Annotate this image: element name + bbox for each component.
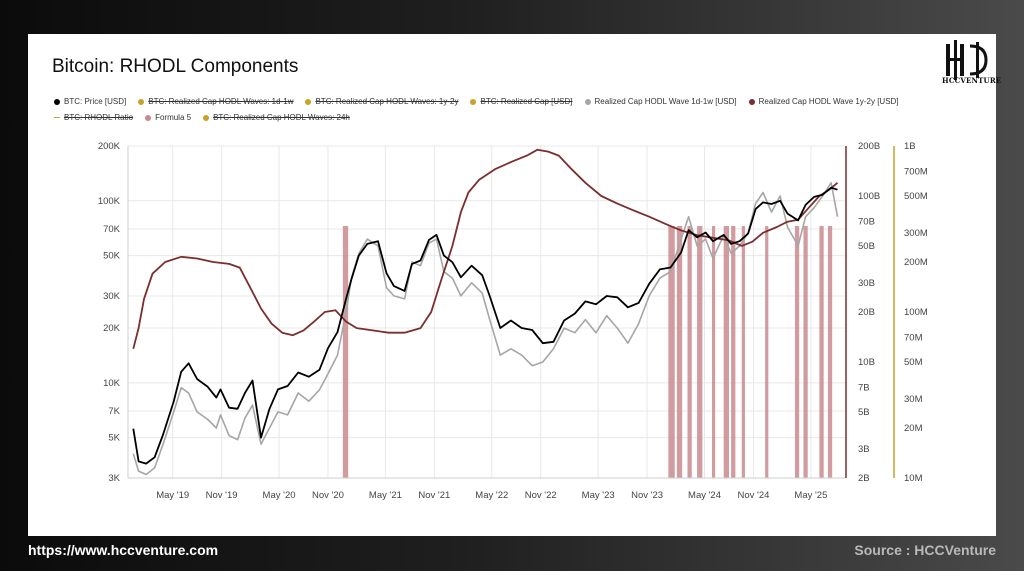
tick-label-right-2: 1B: [904, 141, 916, 152]
legend-item[interactable]: BTC: Realized Cap HODL Waves: 1y-2y: [305, 94, 458, 110]
tick-label-right-1: 3B: [858, 444, 870, 455]
series-line: [132, 186, 838, 465]
signal-band: [711, 226, 716, 478]
tick-label-x: May '25: [794, 490, 827, 501]
footer-url[interactable]: https://www.hccventure.com: [28, 542, 219, 558]
tick-label-right-2: 70M: [904, 333, 923, 344]
tick-label-x: Nov '19: [206, 490, 238, 501]
footer-source: Source : HCCVenture: [854, 542, 996, 558]
tick-label-left: 3K: [108, 473, 120, 484]
tick-label-right-2: 100M: [904, 307, 928, 318]
legend-label: BTC: Realized Cap HODL Waves: 1y-2y: [315, 97, 459, 106]
tick-label-left: 70K: [103, 224, 121, 235]
signal-bands: [342, 226, 833, 478]
tick-label-left: 200K: [98, 141, 121, 152]
tick-label-left: 30K: [103, 291, 121, 302]
signal-band: [687, 226, 692, 478]
signal-band: [765, 226, 769, 478]
legend-marker: [54, 117, 60, 119]
hcc-monogram-icon: [946, 40, 988, 80]
legend-marker: [470, 98, 477, 105]
tick-label-x: May '19: [156, 490, 189, 501]
tick-label-right-1: 70B: [858, 217, 875, 228]
axes: 3K 5K 7K 10K 20K 30K 50K 70K 100K 200K 2B 3B 5B 7B 10B…: [98, 141, 928, 501]
tick-label-x: Nov '24: [737, 490, 769, 501]
tick-label-right-2: 500M: [904, 191, 928, 202]
tick-label-x: May '23: [582, 490, 615, 501]
legend-label: BTC: Realized Cap HODL Waves: 24h: [213, 113, 350, 122]
tick-label-x: Nov '22: [525, 490, 557, 501]
legend-marker: [305, 98, 312, 105]
signal-band: [819, 226, 824, 478]
tick-label-x: May '22: [475, 490, 508, 501]
tick-label-right-2: 200M: [904, 257, 928, 268]
legend-label: Realized Cap HODL Wave 1d-1w [USD]: [594, 97, 737, 106]
legend-item[interactable]: Formula 5: [145, 110, 191, 126]
legend-label: BTC: Price [USD]: [64, 97, 127, 106]
legend-marker: [138, 98, 145, 105]
legend-item[interactable]: BTC: Realized Cap HODL Waves: 1d-1w: [138, 94, 293, 110]
tick-label-x: May '20: [263, 490, 296, 501]
legend-marker: [584, 98, 591, 105]
tick-label-right-1: 5B: [858, 407, 870, 418]
tick-label-left: 100K: [98, 196, 121, 207]
signal-band: [803, 226, 808, 478]
legend-item[interactable]: BTC: RHODL Ratio: [54, 110, 133, 126]
signal-band: [697, 226, 703, 478]
tick-label-x: Nov '23: [631, 490, 663, 501]
tick-label-right-1: 100B: [858, 191, 880, 202]
signal-band: [668, 226, 675, 478]
tick-label-x: Nov '20: [312, 490, 344, 501]
tick-label-right-1: 30B: [858, 278, 875, 289]
series-lines: [132, 148, 839, 476]
tick-label-right-2: 20M: [904, 423, 923, 434]
legend-label: Formula 5: [155, 113, 192, 122]
logo-text: HCCVENTURE: [942, 76, 1002, 85]
signal-band: [676, 226, 683, 478]
tick-label-left: 7K: [108, 406, 120, 417]
legend-item[interactable]: BTC: Realized Cap [USD]: [470, 94, 573, 110]
tick-label-x: May '24: [688, 490, 721, 501]
tick-label-right-2: 10M: [904, 473, 923, 484]
tick-label-right-1: 20B: [858, 307, 875, 318]
legend-item[interactable]: BTC: Price [USD]: [54, 94, 126, 110]
signal-band: [827, 226, 833, 478]
legend-marker: [54, 98, 60, 105]
tick-label-left: 5K: [108, 433, 120, 444]
tick-label-right-1: 10B: [858, 357, 875, 368]
tick-label-right-2: 700M: [904, 167, 928, 178]
tick-label-x: May '21: [369, 490, 402, 501]
legend-label: BTC: Realized Cap HODL Waves: 1d-1w: [148, 97, 294, 106]
chart-card: Bitcoin: RHODL Components HCCVENTURE BTC…: [28, 34, 1001, 536]
legend-marker: [203, 114, 210, 121]
legend-label: BTC: RHODL Ratio: [64, 113, 134, 122]
tick-label-right-1: 200B: [858, 141, 880, 152]
signal-band: [723, 226, 729, 478]
signal-band: [794, 226, 800, 478]
legend-item[interactable]: Realized Cap HODL Wave 1d-1w [USD]: [584, 94, 737, 110]
legend-label: Realized Cap HODL Wave 1y-2y [USD]: [758, 97, 899, 106]
tick-label-right-2: 50M: [904, 357, 923, 368]
chart-legend: BTC: Price [USD] BTC: Realized Cap HODL W…: [54, 94, 974, 126]
signal-band: [741, 226, 745, 478]
chart-plot: 3K 5K 7K 10K 20K 30K 50K 70K 100K 200K 2B 3B 5B 7B 10B…: [98, 141, 928, 501]
series-line: [132, 182, 839, 476]
tick-label-right-1: 2B: [858, 473, 870, 484]
tick-label-left: 10K: [103, 378, 121, 389]
legend-marker: [145, 114, 152, 121]
tick-label-left: 20K: [103, 323, 121, 334]
chart-title: Bitcoin: RHODL Components: [52, 56, 299, 77]
tick-label-right-2: 30M: [904, 394, 923, 405]
signal-band: [731, 226, 736, 478]
tick-label-right-1: 50B: [858, 241, 875, 252]
legend-item[interactable]: Realized Cap HODL Wave 1y-2y [USD]: [748, 94, 899, 110]
tick-label-x: Nov '21: [418, 490, 450, 501]
tick-label-right-2: 300M: [904, 228, 928, 239]
legend-item[interactable]: BTC: Realized Cap HODL Waves: 24h: [203, 110, 350, 126]
tick-label-left: 50K: [103, 251, 121, 262]
tick-label-right-1: 7B: [858, 383, 870, 394]
legend-label: BTC: Realized Cap [USD]: [480, 97, 573, 106]
legend-marker: [748, 98, 755, 105]
signal-band: [342, 226, 349, 478]
